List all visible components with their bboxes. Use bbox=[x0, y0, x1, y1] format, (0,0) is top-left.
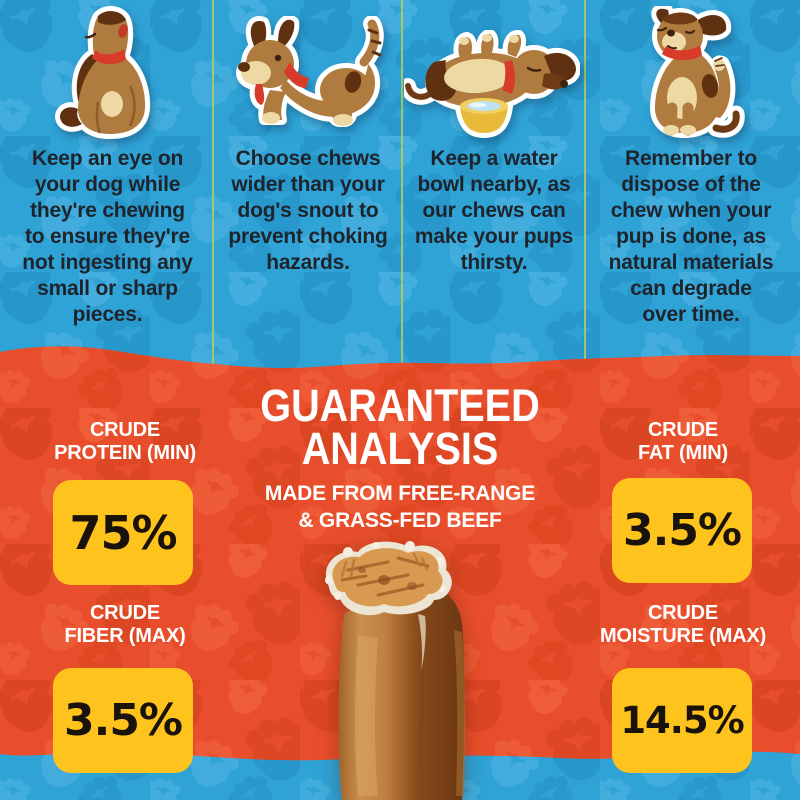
tip-text-water: Keep a water bowl nearby, as our chews c… bbox=[414, 147, 574, 274]
stat-value-fiber: 3.5% bbox=[63, 695, 183, 746]
tip-text-supervise: Keep an eye on your dog while they're ch… bbox=[22, 147, 193, 326]
tip-text-size: Choose chews wider than your dog's snout… bbox=[228, 147, 388, 274]
dog-on-back-with-bowl-sticker-icon bbox=[404, 30, 580, 138]
stat-value-moisture: 14.5% bbox=[620, 699, 744, 742]
stat-box-fat: 3.5% bbox=[612, 478, 752, 583]
stat-box-moisture: 14.5% bbox=[612, 668, 752, 773]
stat-value-fat: 3.5% bbox=[622, 505, 742, 556]
tip-text-dispose: Remember to dispose of the chew when you… bbox=[608, 147, 774, 326]
scratching-dog-sticker-icon bbox=[650, 6, 745, 138]
analysis-subtitle: MADE FROM FREE-RANGE & GRASS-FED BEEF bbox=[264, 482, 536, 532]
chewed-bully-stick-photo bbox=[325, 541, 466, 800]
column-divider bbox=[584, 0, 586, 370]
stat-value-protein: 75% bbox=[69, 505, 177, 560]
stat-box-protein: 75% bbox=[53, 480, 193, 585]
column-divider bbox=[212, 0, 214, 370]
stat-label-fat: CRUDE FAT (MIN) bbox=[637, 419, 729, 464]
stat-label-moisture: CRUDE MOISTURE (MAX) bbox=[599, 602, 767, 647]
stat-label-fiber: CRUDE FIBER (MAX) bbox=[64, 602, 186, 647]
column-divider bbox=[401, 0, 403, 370]
play-bow-dog-sticker-icon bbox=[236, 16, 384, 127]
analysis-title: GUARANTEED ANALYSIS bbox=[260, 380, 540, 474]
stat-label-protein: CRUDE PROTEIN (MIN) bbox=[54, 419, 196, 464]
stat-box-fiber: 3.5% bbox=[53, 668, 193, 773]
sitting-dog-looking-up-sticker-icon bbox=[55, 6, 151, 139]
